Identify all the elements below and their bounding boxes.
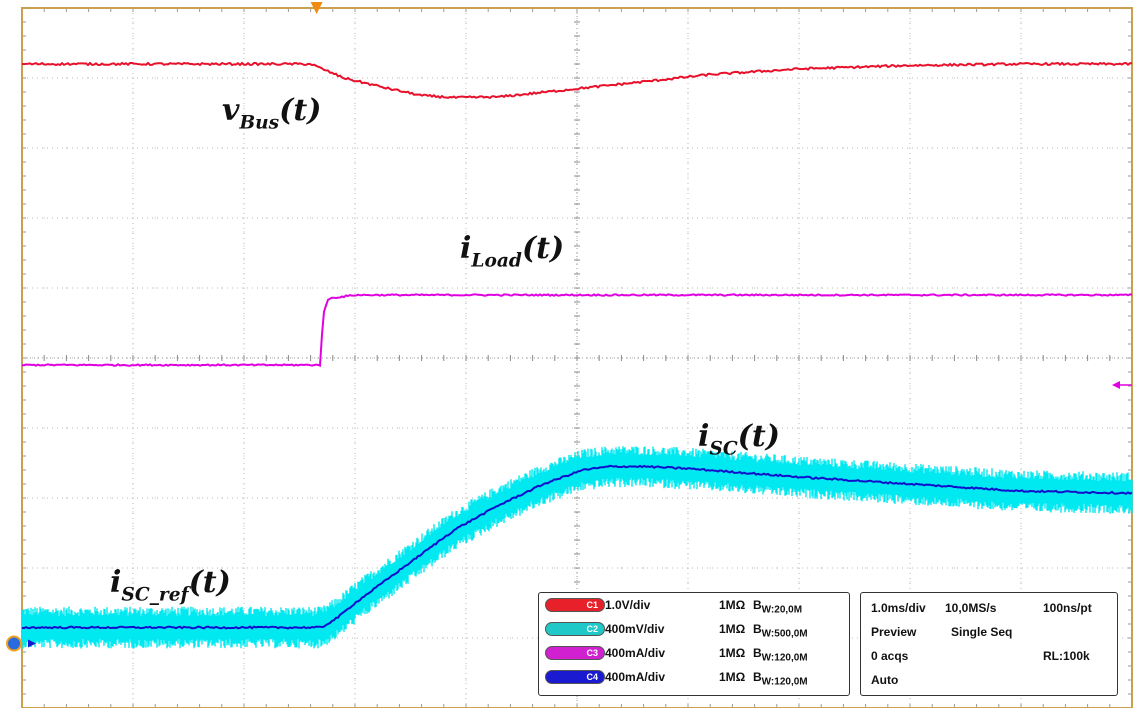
i-sc-ref-label: iSC_ref(t): [110, 565, 231, 605]
trigger-position-marker: [310, 2, 323, 14]
acquisition-mode: Preview: [871, 625, 917, 639]
sample-rate: 10,0MS/s: [945, 601, 997, 615]
channel-bandwidth: BW:120,0M: [753, 646, 808, 664]
channel-scale: 400mA/div: [605, 670, 666, 684]
markers: [6, 2, 1132, 652]
sequence-mode: Single Seq: [951, 625, 1013, 639]
trigger-mode: Auto: [871, 673, 899, 687]
channel-badge-c2[interactable]: C2: [545, 622, 605, 636]
resolution: 100ns/pt: [1043, 601, 1092, 615]
i-load-trace: [22, 293, 1133, 367]
channel-badge-c4[interactable]: C4: [545, 670, 605, 684]
traces: [21, 61, 1133, 649]
channel-impedance: 1MΩ: [719, 622, 746, 636]
channel-row: C1 1.0V/div 1MΩ BW:20,0M: [539, 595, 849, 615]
acquisition-count: 0 acqs: [871, 649, 909, 663]
i-sc-label: iSC(t): [698, 419, 780, 459]
channel-scale: 400mV/div: [605, 622, 665, 636]
channel-impedance: 1MΩ: [719, 646, 746, 660]
channel-badge-c1[interactable]: C1: [545, 598, 605, 612]
channel-row: C3 400mA/div 1MΩ BW:120,0M: [539, 643, 849, 663]
i-sc-trace: [21, 464, 1133, 630]
channel-row: C4 400mA/div 1MΩ BW:120,0M: [539, 667, 849, 687]
channel-scale: 1.0V/div: [605, 598, 651, 612]
acquisition-panel: 1.0ms/div 10,0MS/s 100ns/pt Preview Sing…: [860, 592, 1118, 696]
channel-impedance: 1MΩ: [719, 598, 746, 612]
channel-settings-panel: C1 1.0V/div 1MΩ BW:20,0M C2 400mV/div 1M…: [538, 592, 850, 696]
graticule-border: [21, 7, 1133, 708]
timebase: 1.0ms/div: [871, 601, 926, 615]
channel-bandwidth: BW:120,0M: [753, 670, 808, 688]
channel-scale: 400mA/div: [605, 646, 666, 660]
channel-bandwidth: BW:500,0M: [753, 622, 808, 640]
channel-bandwidth: BW:20,0M: [753, 598, 803, 616]
channel-4-ground-marker: [6, 635, 22, 652]
channel-row: C2 400mV/div 1MΩ BW:500,0M: [539, 619, 849, 639]
record-length: RL:100k: [1043, 649, 1090, 663]
trigger-level-arrow: [1112, 381, 1120, 389]
channel-impedance: 1MΩ: [719, 670, 746, 684]
channel-badge-c3[interactable]: C3: [545, 646, 605, 660]
v-bus-trace: [21, 61, 1133, 100]
i-load-label: iLoad(t): [460, 231, 564, 271]
trace-labels: vBus(t) iLoad(t) iSC(t) iSC_ref(t): [110, 93, 780, 605]
channel-4-ground-arrow: [28, 639, 36, 648]
v-bus-label: vBus(t): [222, 93, 321, 133]
